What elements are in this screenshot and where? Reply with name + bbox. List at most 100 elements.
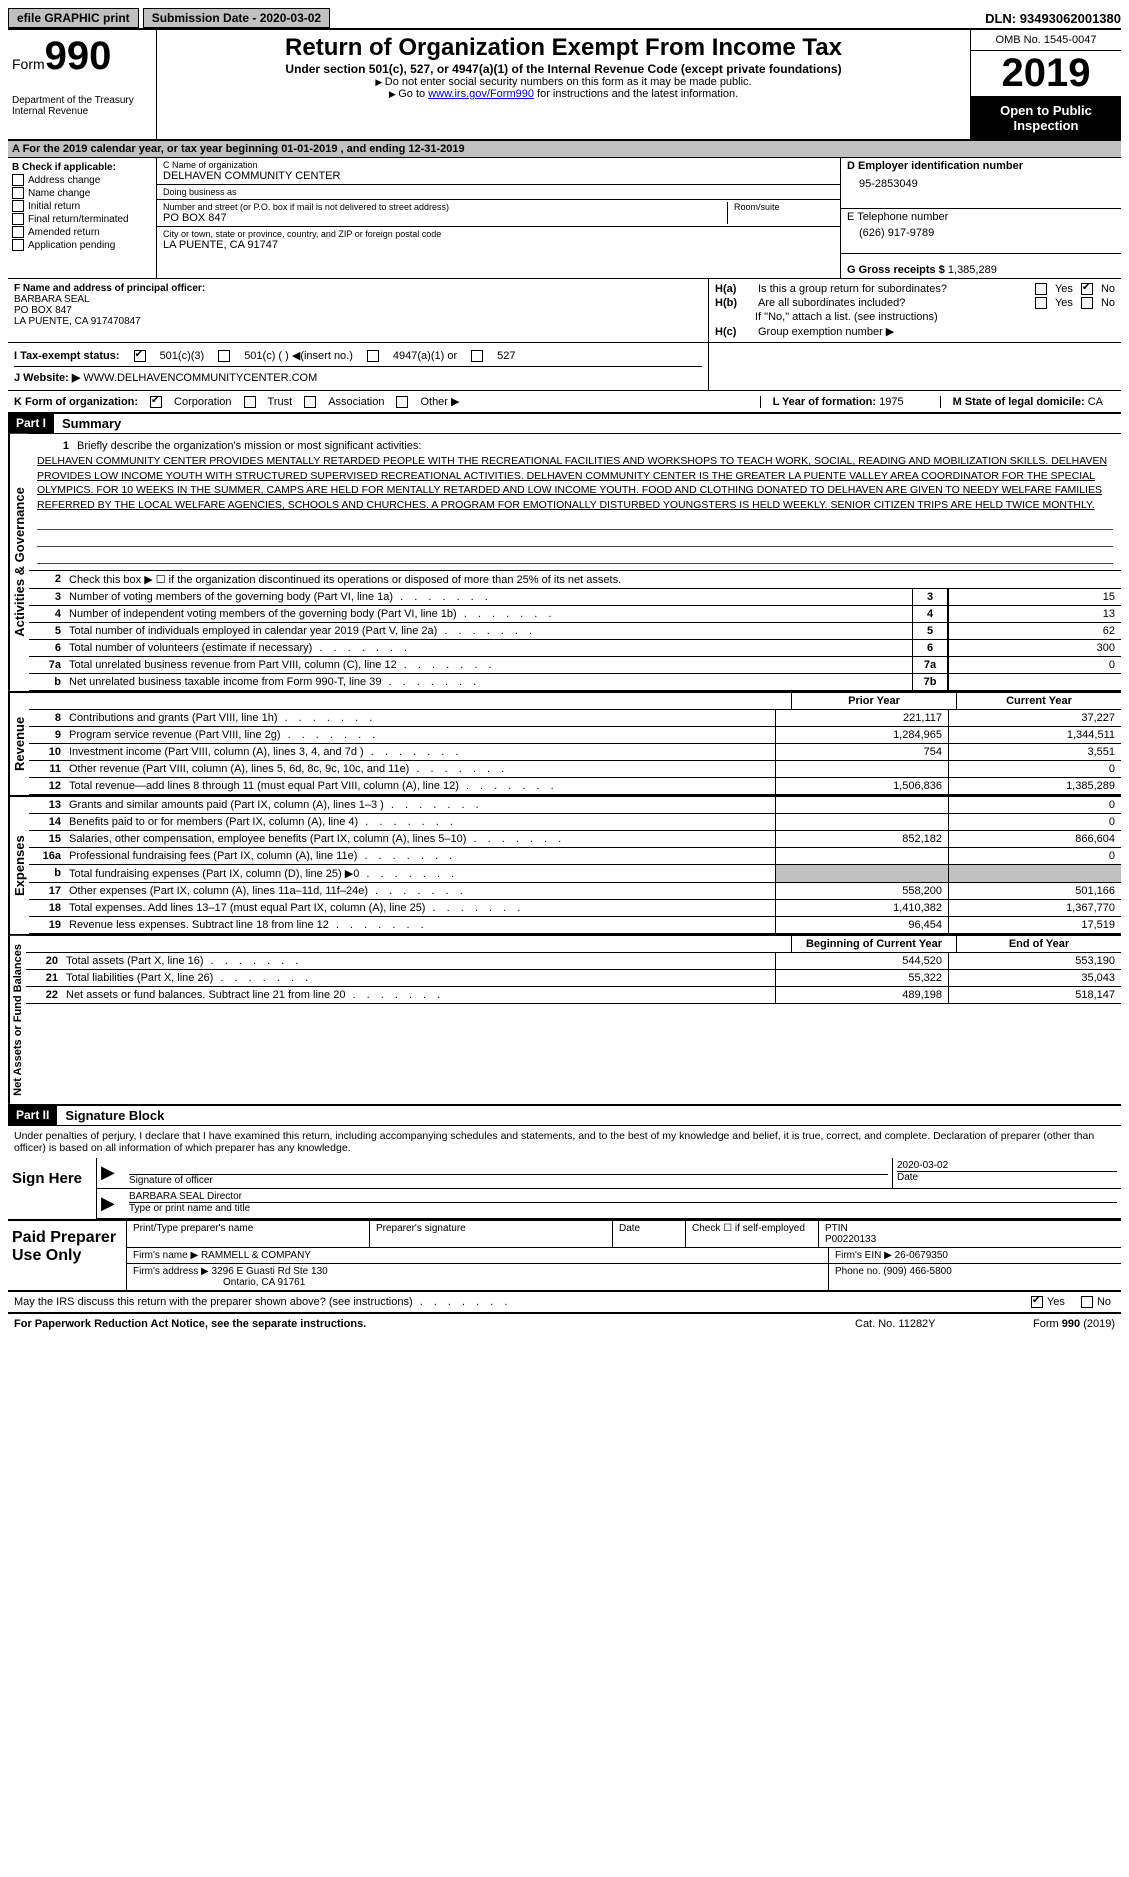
dln-value: 93493062001380 [1020,11,1121,26]
firm-phone-label: Phone no. [835,1266,881,1277]
line-num: 10 [29,744,65,760]
firm-addr1-value: 3296 E Guasti Rd Ste 130 [212,1266,328,1277]
lbl-amended-return: Amended return [28,227,100,238]
line-value [948,674,1121,690]
sig-arrow-icon: ▶ [97,1158,125,1188]
current-value: 0 [948,814,1121,830]
line-desc: Total number of volunteers (estimate if … [65,640,912,656]
line-box: 7a [912,657,948,673]
lbl-corporation: Corporation [174,396,231,408]
data-line: 16a Professional fundraising fees (Part … [29,848,1121,865]
lbl-527: 527 [497,350,515,362]
perjury-statement: Under penalties of perjury, I declare th… [8,1126,1121,1158]
prep-sig-label: Preparer's signature [370,1221,613,1247]
line-value: 62 [948,623,1121,639]
line-desc: Total assets (Part X, line 16) [62,953,775,969]
chk-address-change[interactable] [12,174,24,186]
summary-line: 3 Number of voting members of the govern… [29,589,1121,606]
data-line: 9 Program service revenue (Part VIII, li… [29,727,1121,744]
line-desc: Other revenue (Part VIII, column (A), li… [65,761,775,777]
discuss-yes[interactable] [1031,1296,1043,1308]
col-beginning-year: Beginning of Current Year [791,936,956,952]
current-value: 1,344,511 [948,727,1121,743]
chk-name-change[interactable] [12,187,24,199]
line-desc: Number of independent voting members of … [65,606,912,622]
h-b-yes[interactable] [1035,297,1047,309]
line-desc: Program service revenue (Part VIII, line… [65,727,775,743]
current-value: 553,190 [948,953,1121,969]
line-desc: Total liabilities (Part X, line 26) [62,970,775,986]
current-value: 35,043 [948,970,1121,986]
data-line: 13 Grants and similar amounts paid (Part… [29,797,1121,814]
h-a-label: H(a) [715,283,750,295]
discuss-no[interactable] [1081,1296,1093,1308]
chk-application-pending[interactable] [12,239,24,251]
chk-527[interactable] [471,350,483,362]
org-name: DELHAVEN COMMUNITY CENTER [163,170,834,182]
prior-value: 96,454 [775,917,948,933]
officer-name: BARBARA SEAL [14,294,702,305]
chk-initial-return[interactable] [12,200,24,212]
line-1-desc: Briefly describe the organization's miss… [73,438,1113,454]
irs-link[interactable]: www.irs.gov/Form990 [428,88,534,100]
h-a-yes-lbl: Yes [1055,283,1073,295]
officer-label: F Name and address of principal officer: [14,283,702,294]
submission-date-button[interactable]: Submission Date - 2020-03-02 [143,8,330,28]
chk-association[interactable] [304,396,316,408]
chk-4947[interactable] [367,350,379,362]
col-current-year: Current Year [956,693,1121,709]
line-desc: Contributions and grants (Part VIII, lin… [65,710,775,726]
sign-here-label: Sign Here [8,1158,97,1219]
vert-net-assets: Net Assets or Fund Balances [8,936,26,1104]
line-desc: Grants and similar amounts paid (Part IX… [65,797,775,813]
data-line: 17 Other expenses (Part IX, column (A), … [29,883,1121,900]
chk-trust[interactable] [244,396,256,408]
data-line: b Total fundraising expenses (Part IX, c… [29,865,1121,883]
firm-ein-value: 26-0679350 [895,1250,948,1261]
domicile-label: M State of legal domicile: [953,396,1085,408]
box-b: B Check if applicable: Address change Na… [8,158,157,278]
efile-print-button[interactable]: efile GRAPHIC print [8,8,139,28]
gross-receipts-label: G Gross receipts $ [847,264,945,276]
chk-corporation[interactable] [150,396,162,408]
line-desc: Revenue less expenses. Subtract line 18 … [65,917,775,933]
prior-value: 489,198 [775,987,948,1003]
line-num: 3 [29,589,65,605]
discuss-question: May the IRS discuss this return with the… [14,1296,1031,1308]
mission-text: DELHAVEN COMMUNITY CENTER PROVIDES MENTA… [37,454,1113,513]
blank-line-1 [37,515,1113,530]
chk-final-return[interactable] [12,213,24,225]
domicile-value: CA [1088,396,1103,408]
phone-value: (626) 917-9789 [847,223,1115,239]
chk-amended-return[interactable] [12,226,24,238]
firm-ein-label: Firm's EIN ▶ [835,1250,892,1261]
chk-501c[interactable] [218,350,230,362]
phone-label: E Telephone number [847,211,1115,223]
chk-501c3[interactable] [134,350,146,362]
h-a-yes[interactable] [1035,283,1047,295]
form-title: Return of Organization Exempt From Incom… [165,34,962,62]
prep-name-label: Print/Type preparer's name [127,1221,370,1247]
chk-other[interactable] [396,396,408,408]
year-formation-label: L Year of formation: [773,396,877,408]
dba-label: Doing business as [163,187,834,197]
h-b-no[interactable] [1081,297,1093,309]
line-value: 0 [948,657,1121,673]
col-prior-year: Prior Year [791,693,956,709]
tax-exempt-label: I Tax-exempt status: [14,350,120,362]
top-bar: efile GRAPHIC print Submission Date - 20… [8,8,1121,30]
lbl-other: Other ▶ [420,395,459,408]
line-value: 13 [948,606,1121,622]
current-value: 3,551 [948,744,1121,760]
prep-self-employed: Check ☐ if self-employed [686,1221,819,1247]
prior-value: 544,520 [775,953,948,969]
lbl-application-pending: Application pending [28,240,115,251]
lbl-name-change: Name change [28,188,90,199]
h-a-no[interactable] [1081,283,1093,295]
ptin-label: PTIN [825,1223,848,1234]
part1-header: Part I [8,414,54,433]
prior-value: 1,410,382 [775,900,948,916]
form-org-label: K Form of organization: [14,396,138,408]
data-line: 21 Total liabilities (Part X, line 26) 5… [26,970,1121,987]
lbl-address-change: Address change [28,175,100,186]
